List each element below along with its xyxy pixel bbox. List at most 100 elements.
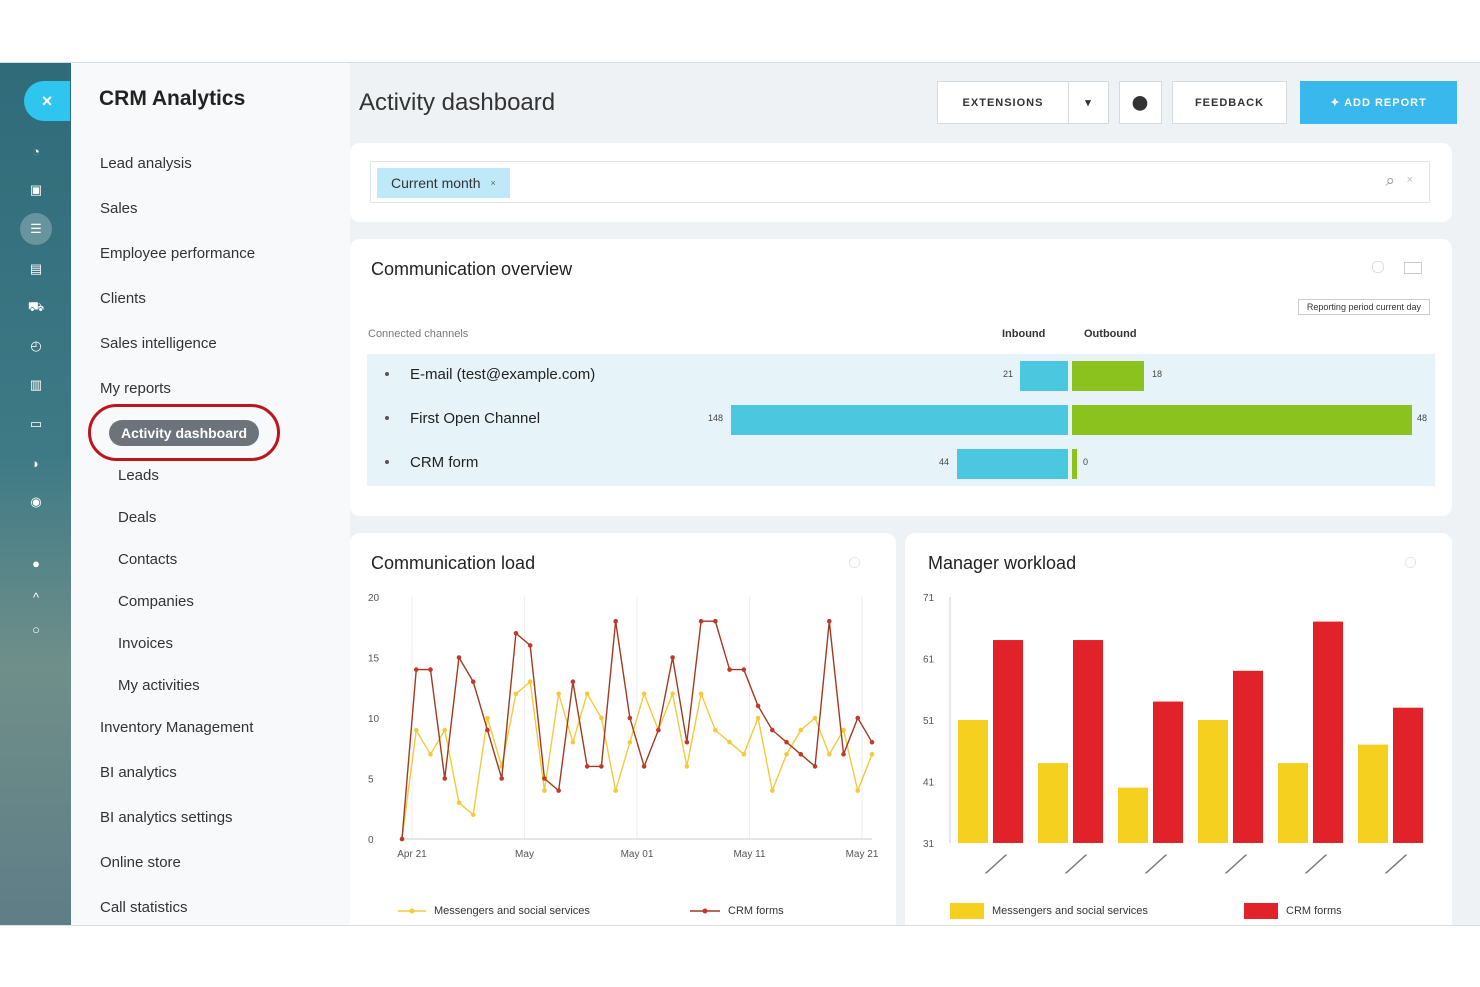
expand-icon[interactable] xyxy=(1404,262,1422,274)
menu-subitem-contacts[interactable]: Contacts xyxy=(118,551,178,568)
menu-item-clients[interactable]: Clients xyxy=(100,290,146,307)
bar xyxy=(1313,621,1343,843)
data-point xyxy=(456,655,462,660)
extensions-dropdown-button[interactable]: ▾ xyxy=(1068,81,1109,124)
menu-subitem-deals[interactable]: Deals xyxy=(118,509,157,526)
legend-label: CRM forms xyxy=(728,905,784,917)
channel-label: E-mail (test@example.com) xyxy=(410,366,596,383)
refresh-icon[interactable] xyxy=(1372,261,1384,273)
y-tick-label: 51 xyxy=(923,716,935,727)
add-report-button[interactable]: ✦ ADD REPORT xyxy=(1300,81,1457,124)
bar xyxy=(1358,744,1388,843)
chip-remove-icon[interactable]: × xyxy=(490,178,496,188)
data-point xyxy=(656,727,661,733)
inbound-bar xyxy=(1020,361,1068,391)
y-tick-label: 0 xyxy=(368,835,374,846)
outbound-value: 18 xyxy=(1152,369,1163,379)
data-point xyxy=(470,812,476,818)
menu-item-activity-dashboard[interactable]: Activity dashboard xyxy=(108,419,260,446)
x-tick-label: May 11 xyxy=(733,849,765,860)
menu-subitem-invoices[interactable]: Invoices xyxy=(118,635,174,652)
menu-item-sales-intelligence[interactable]: Sales intelligence xyxy=(100,335,217,352)
menu-item-call-statistics[interactable]: Call statistics xyxy=(100,899,188,916)
data-point xyxy=(869,752,875,757)
more-icon[interactable]: ○ xyxy=(32,621,40,637)
feedback-button[interactable]: FEEDBACK xyxy=(1172,81,1287,124)
table-row[interactable]: CRM form 44 0 xyxy=(367,442,1435,486)
data-point xyxy=(527,679,533,684)
close-menu-button[interactable]: × xyxy=(24,81,70,121)
app-title: CRM Analytics xyxy=(99,87,246,110)
filter-chip[interactable]: Current month × xyxy=(377,168,510,198)
data-point xyxy=(613,618,618,624)
menu-subitem-leads[interactable]: Leads xyxy=(118,467,159,484)
menu-item-lead-analysis[interactable]: Lead analysis xyxy=(100,155,192,172)
menu-item-bi-analytics-settings[interactable]: BI analytics settings xyxy=(100,809,233,826)
data-point xyxy=(670,691,675,697)
collapse-icon[interactable]: ^ xyxy=(32,589,40,605)
menu-item-online-store[interactable]: Online store xyxy=(100,854,181,871)
data-point xyxy=(428,752,433,757)
data-point xyxy=(741,667,747,672)
data-point xyxy=(727,667,732,672)
bullet-icon xyxy=(385,416,389,420)
menu-subitem-companies[interactable]: Companies xyxy=(118,593,194,610)
refresh-icon[interactable] xyxy=(849,557,860,568)
settings-button[interactable]: ⬤ xyxy=(1119,81,1162,124)
data-point xyxy=(741,752,747,757)
menu-item-bi-analytics[interactable]: BI analytics xyxy=(100,764,177,781)
bar xyxy=(993,640,1023,843)
outbound-value: 0 xyxy=(1083,457,1089,467)
refresh-icon[interactable] xyxy=(1405,557,1416,568)
clear-icon[interactable]: × xyxy=(1406,174,1413,186)
reporting-period-select[interactable]: Reporting period current day xyxy=(1297,299,1430,315)
sites-icon[interactable]: ▥ xyxy=(29,377,43,392)
menu-item-inventory-management[interactable]: Inventory Management xyxy=(100,719,254,736)
menu-item-my-reports[interactable]: My reports xyxy=(100,380,171,397)
inbound-value: 148 xyxy=(708,413,724,423)
legend-item-messengers: Messengers and social services xyxy=(950,903,1148,919)
shield-icon[interactable]: ◗ xyxy=(32,455,40,471)
search-icon[interactable]: ⌕ xyxy=(1385,171,1395,190)
calendar-icon[interactable]: ▤ xyxy=(29,261,43,276)
manager-workload-title: Manager workload xyxy=(928,553,1077,573)
legend-item-crm-forms: CRM forms xyxy=(690,905,784,917)
menu-item-employee-performance[interactable]: Employee performance xyxy=(100,245,256,262)
data-point xyxy=(841,727,846,733)
data-point xyxy=(542,788,547,793)
data-point xyxy=(641,764,647,769)
bar xyxy=(1153,701,1183,843)
outbound-bar xyxy=(1072,405,1412,435)
table-row[interactable]: First Open Channel 148 48 xyxy=(367,398,1435,442)
channel-label: CRM form xyxy=(410,454,479,471)
chat-icon[interactable]: ◔ xyxy=(32,143,40,159)
page-title: Activity dashboard xyxy=(359,89,556,116)
data-point xyxy=(513,691,519,697)
data-point xyxy=(727,739,732,745)
x-tick-label: Apr 21 xyxy=(397,849,427,860)
outbound-bar xyxy=(1072,449,1077,479)
menu-item-sales[interactable]: Sales xyxy=(100,200,138,217)
data-point xyxy=(613,788,618,793)
menu-subitem-my-activities[interactable]: My activities xyxy=(118,677,200,694)
data-point xyxy=(442,776,448,781)
data-point xyxy=(784,739,789,745)
bar xyxy=(1233,670,1263,843)
table-row[interactable]: E-mail (test@example.com) 21 18 xyxy=(367,354,1435,398)
legend-line-icon xyxy=(398,908,426,914)
data-point xyxy=(627,715,633,721)
help-icon[interactable]: ● xyxy=(32,555,40,571)
data-point xyxy=(470,679,476,684)
crm-funnel-icon[interactable]: ☰ xyxy=(20,213,52,245)
extensions-button[interactable]: EXTENSIONS xyxy=(937,81,1069,124)
timer-icon[interactable]: ◴ xyxy=(30,338,42,353)
settings-icon[interactable]: ◉ xyxy=(30,494,42,509)
data-point xyxy=(670,655,675,660)
drive-icon[interactable]: ▭ xyxy=(29,416,43,431)
tasks-icon[interactable]: ▣ xyxy=(29,182,43,197)
filter-search-input[interactable]: Current month × ⌕ × xyxy=(370,161,1430,203)
data-point xyxy=(599,715,604,721)
store-cart-icon[interactable]: ⛟ xyxy=(27,299,45,314)
data-point xyxy=(399,836,405,842)
data-point xyxy=(428,667,433,672)
